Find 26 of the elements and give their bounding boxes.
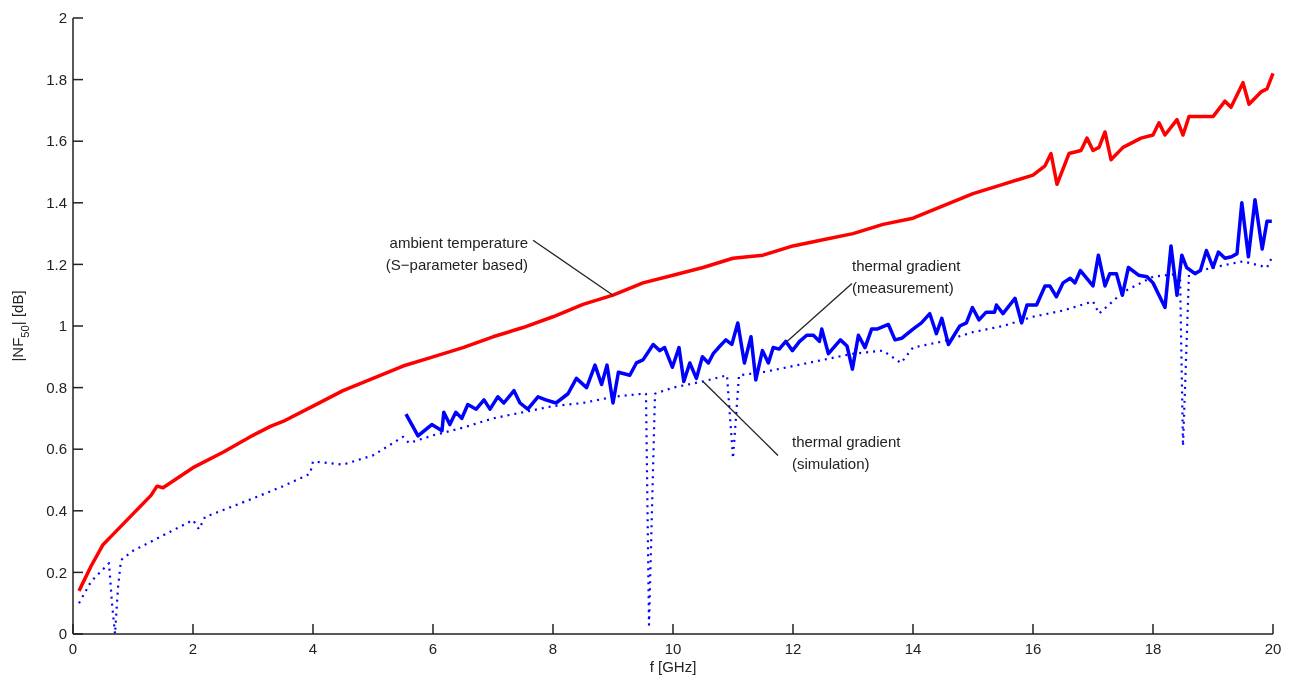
y-tick-label: 0.8 (46, 378, 67, 396)
y-tick-label: 1 (58, 317, 67, 335)
y-tick-label: 2 (58, 9, 67, 27)
annotation: thermal gradient (measurement) (852, 257, 962, 297)
x-tick-label: 18 (1144, 640, 1162, 657)
y-tick-label: 0 (58, 625, 67, 643)
x-tick-label: 4 (308, 640, 318, 657)
x-tick-label: 16 (1024, 640, 1042, 657)
y-tick-label: 1.6 (46, 132, 67, 150)
line-series (77, 71, 1275, 593)
x-tick-label: 20 (1264, 640, 1282, 657)
annotation: ambient temperature (S−parameter based) (385, 234, 528, 274)
x-tick-label: 10 (664, 640, 682, 657)
y-tick-label: 1.2 (46, 255, 67, 273)
y-tick-label: 1.8 (46, 70, 67, 88)
x-tick-label: 12 (784, 640, 802, 657)
y-tick-label: 1.4 (46, 194, 67, 212)
annotation: thermal gradient (simulation) (792, 433, 902, 473)
x-tick-label: 2 (188, 640, 198, 657)
x-tick-label: 8 (548, 640, 558, 657)
x-axis-title: f [GHz] (649, 658, 697, 675)
y-tick-label: 0.2 (46, 563, 67, 581)
y-tick-label: 0.4 (46, 502, 67, 520)
y-tick-label: 0.6 (46, 440, 67, 458)
x-tick-label: 6 (428, 640, 438, 657)
x-tick-label: 14 (904, 640, 922, 657)
